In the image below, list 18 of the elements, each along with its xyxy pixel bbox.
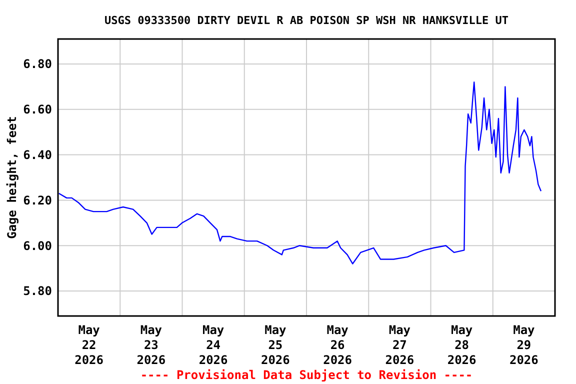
text: ---- Provisional Data Subject to Revision ---- bbox=[140, 368, 473, 382]
x-tick-label: May 27 2026 bbox=[385, 323, 414, 367]
y-tick-label: 6.20 bbox=[23, 193, 52, 208]
y-tick-label: 5.80 bbox=[23, 284, 52, 298]
y-tick-label: 6.60 bbox=[23, 102, 52, 117]
y-tick-label: 6.00 bbox=[23, 238, 52, 253]
y-tick-label: 6.80 bbox=[23, 57, 52, 72]
x-tick-label: May 23 2026 bbox=[136, 323, 166, 367]
x-tick-label: May 25 2026 bbox=[260, 323, 290, 367]
x-tick-label: May 28 2026 bbox=[447, 323, 476, 367]
x-tick-label: May 29 2026 bbox=[509, 323, 538, 367]
chart-title: USGS 09333500 DIRTY DEVIL R AB POISON SP WSH NR HANKSVILLE UT bbox=[104, 14, 509, 27]
y-tick-label: 6.40 bbox=[23, 148, 52, 162]
x-tick-label: May 22 2026 bbox=[74, 323, 104, 367]
line-series bbox=[58, 82, 542, 264]
x-tick-label: May 24 2026 bbox=[198, 323, 228, 367]
y-axis-title: Gage height, feet bbox=[5, 116, 19, 239]
x-tick-label: May 26 2026 bbox=[323, 323, 352, 367]
